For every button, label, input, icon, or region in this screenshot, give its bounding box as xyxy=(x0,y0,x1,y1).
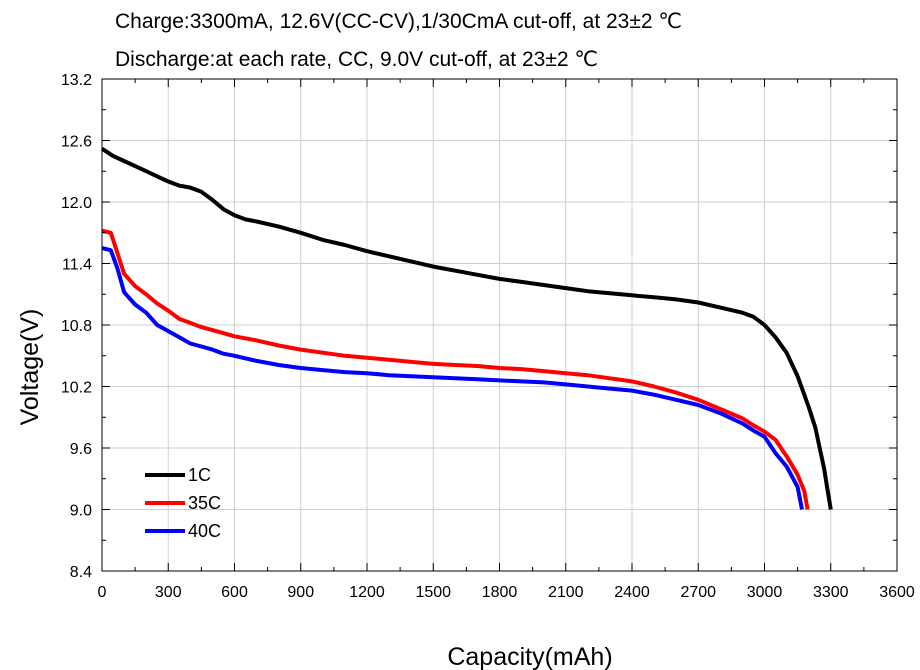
x-axis-title: Capacity(mAh) xyxy=(447,643,612,670)
x-tick-label: 2700 xyxy=(680,584,716,601)
x-tick-label: 2400 xyxy=(614,584,650,601)
series-line-35c xyxy=(101,228,810,510)
legend: 1C 35C 40C xyxy=(145,465,221,541)
series-line-40c xyxy=(101,246,804,510)
legend-label-1c: 1C xyxy=(188,465,211,485)
y-tick-label: 10.8 xyxy=(61,318,92,335)
x-tick-label: 3600 xyxy=(879,584,915,601)
x-tick-label: 600 xyxy=(221,584,248,601)
legend-label-40c: 40C xyxy=(188,521,221,541)
series-lines xyxy=(100,147,833,510)
y-tick-label: 9.0 xyxy=(70,503,92,520)
tick-labels: 0 300 600 900 1200 1500 1800 2100 2400 2700 3000 33… xyxy=(61,72,915,601)
y-tick-label: 12.0 xyxy=(61,195,92,212)
y-tick-label: 10.2 xyxy=(61,380,92,397)
y-tick-label: 13.2 xyxy=(61,72,92,89)
axis-ticks xyxy=(101,78,898,572)
x-tick-label: 3300 xyxy=(813,584,849,601)
x-tick-label: 900 xyxy=(287,584,314,601)
chart-title-line-1: Charge:3300mA, 12.6V(CC-CV),1/30CmA cut-… xyxy=(115,10,682,33)
x-tick-label: 3000 xyxy=(747,584,783,601)
y-axis-title: Voltage(V) xyxy=(16,309,44,426)
y-tick-label: 12.6 xyxy=(61,134,92,151)
x-tick-label: 300 xyxy=(155,584,182,601)
x-tick-label: 2100 xyxy=(548,584,584,601)
grid xyxy=(102,79,897,571)
y-tick-label: 11.4 xyxy=(62,257,92,274)
x-tick-label: 1500 xyxy=(415,584,451,601)
legend-label-35c: 35C xyxy=(188,493,221,513)
x-tick-label: 1800 xyxy=(482,584,518,601)
x-tick-label: 1200 xyxy=(349,584,385,601)
chart-title-line-2: Discharge:at each rate, CC, 9.0V cut-off… xyxy=(115,48,598,71)
series-line-1c xyxy=(100,147,833,510)
x-tick-label: 0 xyxy=(98,584,107,601)
y-tick-label: 9.6 xyxy=(70,441,92,458)
y-tick-label: 8.4 xyxy=(70,564,92,581)
